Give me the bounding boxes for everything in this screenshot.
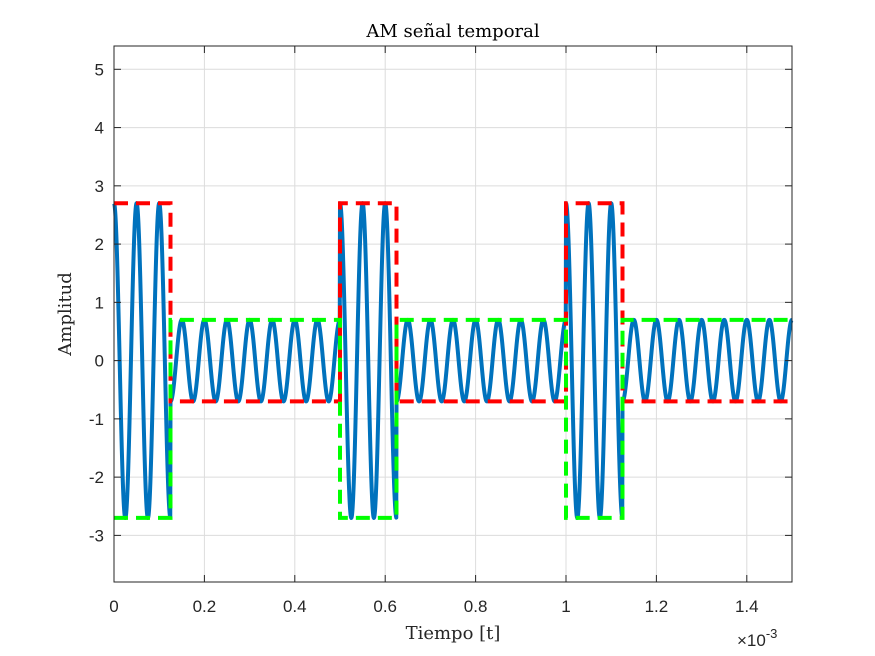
y-tick-label: -2 bbox=[89, 468, 104, 487]
y-tick-label: 1 bbox=[95, 293, 104, 312]
y-axis-title: Amplitud bbox=[55, 272, 76, 356]
x-tick-label: 0.6 bbox=[373, 597, 397, 616]
y-tick-label: 2 bbox=[95, 235, 104, 254]
x-axis-title: Tiempo [t] bbox=[406, 623, 501, 644]
x-tick-label: 1.2 bbox=[645, 597, 669, 616]
grid bbox=[113, 46, 792, 582]
lower-envelope-line bbox=[114, 317, 792, 520]
x-axis-exponent-base: ×10 bbox=[737, 631, 766, 650]
x-tick-label: 0.8 bbox=[464, 597, 488, 616]
data-series bbox=[112, 201, 794, 520]
plot-frame bbox=[113, 45, 793, 583]
y-tick-label: -1 bbox=[89, 410, 104, 429]
y-tick-label: 0 bbox=[95, 352, 104, 371]
x-axis-exponent-power: -3 bbox=[766, 626, 778, 641]
y-tick-label: 5 bbox=[95, 60, 104, 79]
x-axis-exponent-label: ×10-3 bbox=[737, 626, 777, 650]
x-tick-label: 0.4 bbox=[283, 597, 307, 616]
x-tick-label: 1.4 bbox=[735, 597, 759, 616]
y-tick-label: 3 bbox=[95, 177, 104, 196]
x-tick-label: 1 bbox=[561, 597, 570, 616]
x-tick-label: 0 bbox=[109, 597, 118, 616]
x-tick-label: 0.2 bbox=[193, 597, 217, 616]
y-tick-label: -3 bbox=[89, 526, 104, 545]
plot-area bbox=[114, 46, 792, 582]
chart-title: AM señal temporal bbox=[365, 21, 539, 42]
axis-ticks: 0 0.2 0.4 0.6 0.8 1 1.2 1.4 -3 -2 -1 0 1 2 3 4 5 bbox=[89, 46, 792, 616]
y-tick-label: 4 bbox=[95, 119, 104, 138]
